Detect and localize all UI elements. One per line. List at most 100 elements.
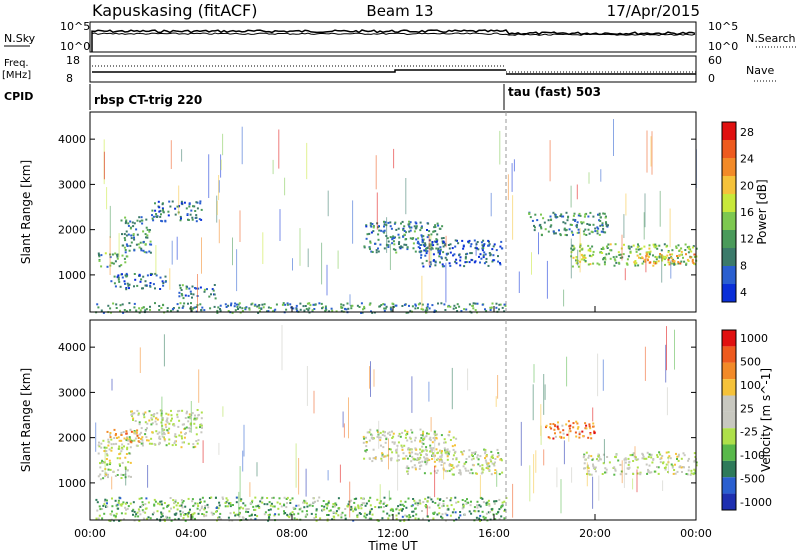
data-cell — [626, 258, 629, 261]
data-streak — [388, 438, 389, 470]
data-cell — [95, 498, 98, 501]
data-cell — [479, 455, 482, 458]
data-cell — [127, 233, 130, 236]
data-cell — [341, 511, 344, 514]
data-cell — [324, 307, 327, 310]
data-cell — [119, 503, 122, 506]
data-streak — [667, 457, 669, 474]
data-cell — [604, 231, 607, 234]
data-cell — [327, 501, 330, 504]
data-cell — [419, 440, 422, 443]
data-cell — [183, 514, 186, 517]
data-cell — [388, 448, 391, 451]
data-cell — [322, 500, 325, 502]
data-cell — [575, 258, 578, 261]
colorbar-tick-label: -25 — [740, 426, 758, 439]
data-cell — [587, 263, 590, 266]
data-cell — [136, 429, 139, 432]
data-cell — [575, 256, 578, 258]
data-cell — [151, 209, 154, 212]
data-cell — [199, 200, 202, 203]
data-cell — [692, 262, 695, 264]
data-cell — [174, 513, 177, 516]
data-cell — [138, 216, 141, 219]
data-cell — [487, 264, 490, 267]
data-cell — [142, 230, 145, 233]
data-cell — [688, 245, 691, 248]
data-cell — [361, 502, 364, 505]
velocity-colorbar-label: Velocity [m s^-1] — [759, 368, 773, 472]
data-cell — [432, 513, 435, 515]
data-cell — [419, 247, 421, 250]
data-cell — [144, 503, 147, 506]
data-cell — [123, 445, 125, 448]
data-cell — [158, 441, 161, 444]
data-cell — [113, 275, 116, 278]
data-cell — [135, 309, 138, 312]
data-cell — [100, 446, 103, 449]
data-streak — [218, 180, 220, 193]
data-cell — [388, 514, 391, 517]
data-cell — [409, 237, 412, 240]
data-cell — [423, 472, 426, 475]
data-cell — [133, 510, 136, 513]
data-cell — [384, 431, 386, 433]
data-cell — [123, 437, 126, 440]
data-cell — [474, 472, 477, 475]
data-cell — [587, 470, 590, 473]
data-cell — [472, 307, 475, 310]
data-cell — [370, 508, 373, 511]
data-cell — [405, 311, 408, 314]
data-cell — [402, 452, 405, 455]
data-cell — [182, 500, 185, 502]
data-cell — [315, 509, 318, 512]
data-cell — [152, 283, 155, 286]
data-cell — [147, 439, 150, 442]
data-cell — [554, 435, 557, 438]
data-cell — [180, 431, 183, 434]
data-cell — [262, 306, 265, 309]
data-cell — [303, 506, 306, 509]
data-cell — [664, 263, 666, 266]
data-cell — [458, 461, 461, 464]
data-cell — [101, 459, 104, 462]
data-cell — [479, 253, 482, 256]
data-cell — [408, 230, 411, 233]
data-cell — [195, 216, 198, 219]
data-cell — [285, 498, 288, 500]
freq-left-tick-top: 18 — [66, 54, 80, 67]
data-cell — [155, 423, 158, 426]
data-cell — [693, 452, 696, 455]
data-cell — [178, 419, 181, 422]
data-cell — [311, 504, 314, 507]
data-cell — [250, 502, 252, 505]
data-cell — [192, 446, 195, 449]
data-cell — [179, 287, 182, 289]
data-cell — [418, 461, 420, 464]
power-colorbar-label: Power [dB] — [755, 179, 769, 244]
data-cell — [106, 505, 109, 508]
xtick-label: 00:00 — [74, 527, 106, 540]
data-cell — [352, 510, 355, 513]
data-cell — [130, 475, 132, 478]
data-cell — [649, 471, 651, 474]
data-cell — [669, 253, 672, 256]
data-cell — [413, 225, 416, 228]
data-cell — [113, 428, 116, 431]
data-cell — [197, 287, 200, 290]
data-cell — [622, 253, 625, 256]
data-cell — [130, 241, 133, 244]
data-cell — [449, 463, 452, 466]
data-cell — [374, 242, 376, 245]
data-cell — [224, 502, 227, 504]
data-cell — [192, 505, 195, 507]
data-cell — [608, 252, 610, 255]
data-cell — [170, 519, 173, 522]
data-cell — [297, 512, 300, 515]
data-cell — [167, 214, 170, 217]
data-cell — [379, 439, 382, 442]
data-cell — [411, 504, 414, 507]
data-cell — [237, 308, 239, 310]
data-cell — [203, 290, 206, 293]
